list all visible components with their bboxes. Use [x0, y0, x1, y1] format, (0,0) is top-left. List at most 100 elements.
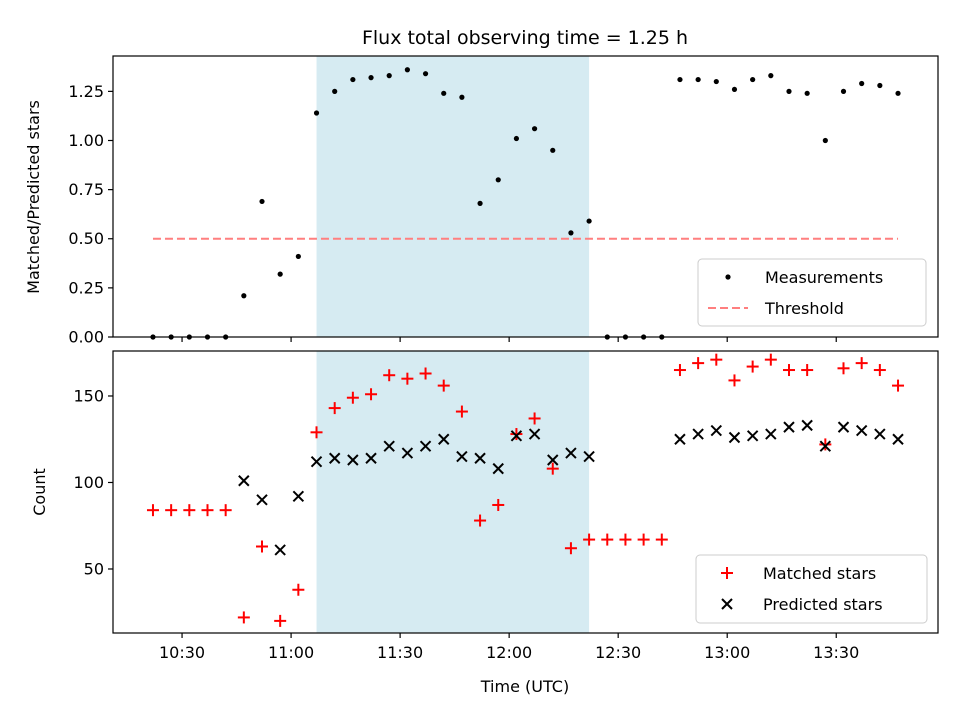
observing-span [316, 351, 590, 633]
predicted-stars-point [746, 430, 759, 442]
predicted-stars-point [565, 447, 577, 459]
matched-stars-point [819, 438, 832, 451]
ratio-axes-frame [112, 55, 939, 338]
matched-stars-point [673, 364, 686, 377]
count-legend-box [695, 554, 928, 624]
measurements-point [277, 271, 283, 277]
predicted-stars-point [292, 490, 305, 503]
predicted-stars-point [474, 452, 486, 464]
matched-stars-point [146, 504, 159, 517]
predicted-stars-point [328, 452, 341, 464]
threshold-legend-label: Threshold [764, 299, 844, 318]
measurements-point [313, 110, 320, 116]
matched-stars-point [546, 462, 559, 475]
predicted-stars-point [510, 430, 523, 442]
predicted-stars-point [874, 428, 886, 440]
matched-stars-point [710, 353, 723, 366]
matched-stars-point [564, 542, 577, 555]
measurements-point [368, 75, 374, 81]
predicted-stars-point [456, 450, 468, 463]
matched-stars-point [801, 364, 814, 377]
predicted-stars-point [365, 452, 377, 464]
measurements-point [895, 90, 901, 96]
measurements-point [877, 82, 883, 89]
x-tick-label: 13:30 [813, 643, 859, 662]
matched-stars-point [437, 379, 450, 392]
y-tick-label: 0.00 [68, 328, 104, 347]
ratio-legend: Measurements Threshold [697, 258, 927, 327]
matched-stars-point [365, 388, 378, 401]
predicted-stars-point [855, 424, 868, 437]
measurements-point [568, 230, 574, 236]
matched-stars-point [619, 533, 632, 546]
predicted-stars-point [674, 433, 686, 445]
predicted-stars-point [710, 424, 723, 437]
predicted-stars-point [274, 544, 286, 556]
measurements-point [513, 135, 520, 142]
matched-stars-point [328, 402, 341, 415]
x-tick-label: 12:00 [486, 643, 532, 662]
matched-stars-point [692, 357, 705, 370]
ratio-y-ticks: 0.00 0.25 0.50 0.75 1.00 1.25 [68, 82, 113, 347]
measurements-point [350, 76, 356, 83]
measurements-point [386, 73, 392, 79]
predicted-stars-point [383, 440, 395, 452]
measurements-point [731, 86, 738, 93]
predicted-stars-point [238, 475, 250, 487]
predicted-stars-point [401, 447, 414, 459]
matched-stars-point [782, 364, 795, 377]
matched-stars-point [419, 367, 432, 380]
measurements-point [295, 253, 301, 260]
matched-stars-point [892, 379, 905, 392]
matched-stars-point [583, 533, 596, 546]
x-tick-label: 10:30 [159, 643, 205, 662]
count-legend: Matched stars Predicted stars [695, 554, 928, 624]
matched-stars-point [383, 369, 396, 382]
matched-stars-point [201, 504, 214, 517]
predicted-stars-legend-label: Predicted stars [763, 595, 883, 614]
matched-stars-point [837, 362, 850, 375]
y-tick-label: 0.75 [68, 180, 104, 199]
matched-stars-point [292, 583, 305, 596]
measurements-point [768, 73, 774, 79]
x-tick-label: 11:30 [377, 643, 423, 662]
measurements-point [495, 177, 501, 183]
matched-stars-point [764, 353, 777, 366]
predicted-stars-point [547, 454, 559, 466]
y-tick-label: 0.50 [68, 229, 104, 248]
matched-stars-point [528, 412, 541, 425]
measurements-point [550, 147, 556, 153]
matched-stars-point [492, 498, 505, 511]
matched-stars-point [165, 504, 178, 517]
measurements-point [441, 90, 447, 96]
measurements-point [404, 67, 410, 73]
matched-stars-point [746, 360, 759, 373]
measurements-point [750, 76, 756, 83]
predicted-stars-point [801, 419, 813, 432]
ratio-x-ticks [181, 337, 837, 342]
measurements-point [586, 218, 592, 224]
predicted-stars-point [765, 428, 777, 440]
measurements-point [822, 137, 828, 144]
observing-span [316, 56, 590, 337]
predicted-stars-point [583, 450, 595, 463]
count-x-ticks: 10:30 11:00 11:30 12:00 12:30 13:00 13:30 [159, 633, 859, 662]
matched-stars-point [256, 540, 269, 553]
measurements-point [477, 200, 483, 206]
y-tick-label: 100 [73, 473, 104, 492]
matched-stars-point [183, 504, 196, 517]
y-tick-label: 50 [84, 559, 104, 578]
matched-stars-point [637, 533, 650, 546]
measurements-point [332, 88, 338, 94]
predicted-stars-point [819, 440, 832, 452]
chart-title: Flux total observing time = 1.25 h [362, 27, 688, 49]
matched-stars-point [401, 372, 414, 385]
matched-stars-point [474, 514, 487, 527]
matched-stars-point [274, 614, 287, 627]
predicted-stars-point [692, 428, 704, 440]
measurements-point [422, 71, 429, 77]
matched-stars-point [455, 405, 468, 418]
count-axes-frame [112, 350, 939, 634]
matched-stars-point [655, 533, 668, 546]
measurements-point [840, 88, 847, 94]
